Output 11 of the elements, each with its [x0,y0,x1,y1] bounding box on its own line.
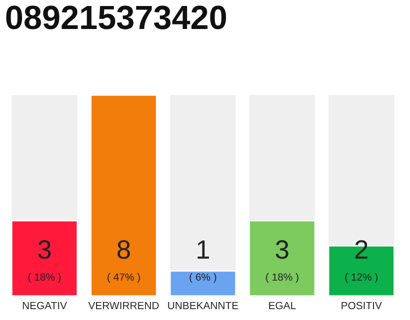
x-tick-label: EGAL [269,302,296,310]
data-label: 8 ( 47% ) [108,240,140,283]
data-label: 3 ( 18% ) [28,240,61,283]
bar [169,270,237,296]
x-tick-label: VERWIRREND [88,302,159,310]
chart-title: 089215373420 [6,6,226,30]
data-label: 1 ( 6% ) [190,240,216,283]
x-tick-label: UNBEKANNTE [168,302,238,310]
x-tick-label: POSITIV [342,302,382,310]
data-label: 3 ( 18% ) [266,240,298,283]
x-tick-label: NEGATIV [22,302,67,310]
